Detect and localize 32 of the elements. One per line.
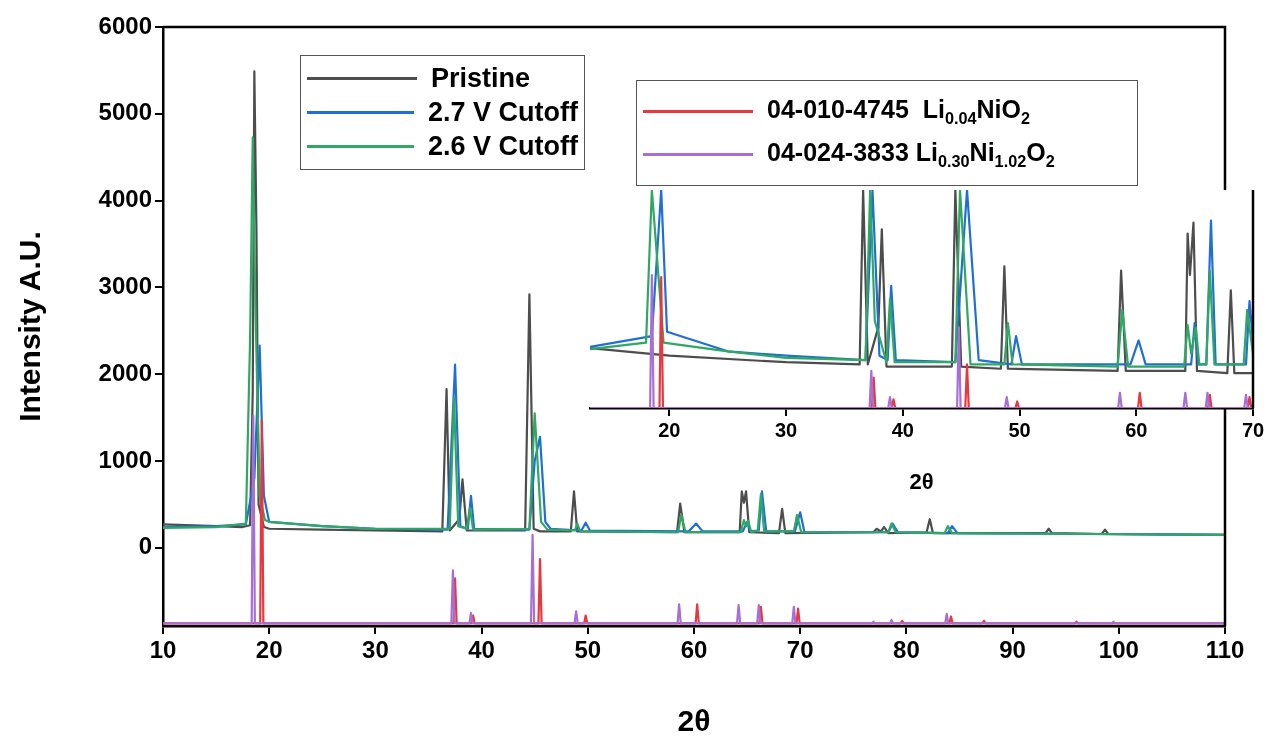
x-axis-title: 2θ bbox=[677, 704, 711, 738]
legend-label: 2.6 V Cutoff bbox=[427, 131, 578, 162]
x-tick-label: 90 bbox=[999, 636, 1026, 664]
y-tick-label: 6000 bbox=[98, 11, 152, 39]
x-tick-label: 40 bbox=[468, 636, 495, 664]
x-tick-label: 80 bbox=[893, 636, 920, 664]
x-axis-title: 2θ bbox=[909, 468, 934, 494]
x-tick-label: 70 bbox=[1241, 418, 1265, 441]
legend-label: 04-010-4745 Li$_{0.04}$NiO$_{2}$ bbox=[767, 95, 1031, 128]
x-tick-label: 30 bbox=[362, 636, 389, 664]
y-tick-label: 2000 bbox=[98, 358, 152, 386]
legend-label: 2.7 V Cutoff bbox=[427, 97, 578, 128]
y-tick-label: 5000 bbox=[98, 98, 152, 126]
y-tick-label: 0 bbox=[138, 532, 152, 560]
x-tick-label: 110 bbox=[1205, 636, 1245, 664]
x-tick-label: 50 bbox=[574, 636, 602, 664]
x-tick-label: 100 bbox=[1098, 636, 1139, 664]
x-tick-label: 30 bbox=[774, 418, 798, 441]
legend-label: 04-024-3833 Li$_{0.30}$Ni$_{1.02}$O$_{2}$ bbox=[767, 138, 1055, 171]
y-axis-title: Intensity A.U. bbox=[13, 231, 47, 422]
x-tick-label: 70 bbox=[786, 636, 814, 664]
x-tick-label: 10 bbox=[149, 636, 177, 664]
x-tick-label: 20 bbox=[658, 418, 681, 441]
y-tick-label: 1000 bbox=[98, 445, 152, 473]
x-tick-label: 60 bbox=[1125, 418, 1148, 441]
legend-label: Pristine bbox=[431, 63, 531, 94]
y-tick-label: 3000 bbox=[98, 272, 152, 300]
x-tick-label: 50 bbox=[1008, 418, 1031, 441]
x-tick-label: 40 bbox=[891, 418, 914, 441]
x-tick-label: 20 bbox=[255, 636, 283, 664]
y-tick-label: 4000 bbox=[98, 185, 152, 213]
x-tick-label: 60 bbox=[680, 636, 708, 664]
